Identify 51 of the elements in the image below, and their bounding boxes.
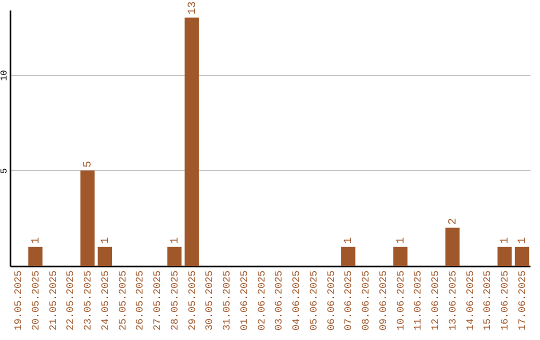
x-tick-label: 31.05.2025 [222, 270, 234, 331]
x-tick-label: 29.05.2025 [188, 270, 199, 331]
x-tick-label: 16.06.2025 [500, 270, 512, 331]
x-tick-label: 14.06.2025 [466, 270, 477, 331]
x-tick-label: 21.05.2025 [48, 270, 60, 331]
x-tick-label: 20.05.2025 [31, 270, 42, 331]
bar [498, 246, 512, 266]
data-label: 1 [500, 236, 512, 244]
x-tick-label: 03.06.2025 [274, 270, 286, 331]
x-tick-label: 24.05.2025 [100, 270, 112, 331]
bar [184, 18, 199, 266]
x-tick-label: 02.06.2025 [257, 270, 268, 331]
x-tick-label: 22.05.2025 [66, 270, 78, 331]
data-label: 1 [395, 236, 408, 244]
bar [167, 246, 182, 266]
data-label: 1 [517, 236, 530, 244]
data-label: 13 [186, 1, 199, 15]
bar [445, 228, 460, 266]
x-tick-label: 07.06.2025 [344, 270, 356, 331]
data-label: 1 [343, 236, 356, 244]
x-tick-label: 04.06.2025 [292, 270, 304, 331]
x-tick-label: 26.05.2025 [136, 270, 147, 331]
data-label: 2 [447, 218, 460, 225]
x-tick-label: 01.06.2025 [240, 270, 251, 331]
x-tick-label: 19.05.2025 [14, 270, 25, 331]
bar [80, 170, 95, 266]
x-tick-label: 05.06.2025 [309, 270, 320, 331]
data-label: 5 [82, 160, 95, 168]
bar [98, 246, 112, 266]
bar [514, 246, 530, 266]
x-tick-label: 12.06.2025 [431, 270, 442, 331]
x-tick-label: 23.05.2025 [84, 270, 95, 331]
x-tick-label: 06.06.2025 [326, 270, 338, 331]
x-tick-label: 27.05.2025 [153, 270, 164, 331]
x-tick-label: 11.06.2025 [414, 270, 425, 331]
x-tick-label: 17.06.2025 [518, 270, 530, 331]
x-tick-label: 30.05.2025 [205, 270, 216, 331]
x-tick-label: 10.06.2025 [396, 270, 408, 331]
data-label: 1 [30, 236, 42, 244]
bar [393, 246, 408, 266]
x-tick-label: 13.06.2025 [448, 270, 460, 331]
x-tick-label: 15.06.2025 [483, 270, 494, 331]
y-tick-label: 10 [0, 70, 10, 81]
x-tick-label: 28.05.2025 [170, 270, 182, 331]
data-label: 1 [100, 236, 112, 244]
data-label: 1 [169, 236, 182, 244]
bar [28, 246, 42, 266]
bar [341, 246, 356, 266]
x-tick-label: 09.06.2025 [378, 270, 390, 331]
x-tick-label: 08.06.2025 [362, 270, 373, 331]
x-tick-label: 25.05.2025 [118, 270, 130, 331]
